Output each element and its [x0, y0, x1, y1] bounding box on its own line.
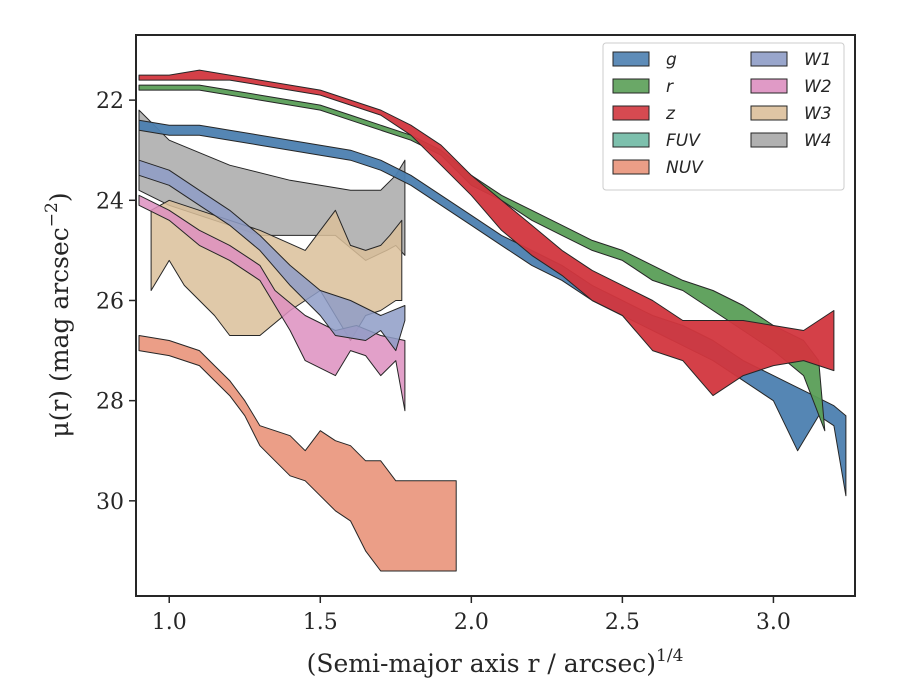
- x-axis-label: (Semi-major axis r / arcsec)1/4: [307, 646, 684, 678]
- series-layer: [138, 69, 847, 572]
- band-g: [138, 119, 847, 497]
- band-r: [138, 84, 826, 432]
- legend-label-r: r: [666, 77, 674, 97]
- legend-label-fuv: FUV: [666, 131, 701, 151]
- x-tick-label: 3.0: [756, 610, 791, 635]
- legend-label-w4: W4: [804, 131, 832, 151]
- legend-label-z: z: [665, 104, 676, 124]
- y-axis-label-close: ): [45, 192, 74, 202]
- y-tick-label: 26: [96, 289, 124, 314]
- x-axis: 1.0 1.5 2.0 2.5 3.0: [152, 596, 791, 635]
- x-tick-label: 2.0: [454, 610, 489, 635]
- band-w1: [138, 159, 406, 352]
- y-axis-label-text: μ(r) (mag arcsec: [45, 227, 74, 437]
- legend-swatch-w2: [750, 78, 788, 94]
- y-tick-label: 22: [96, 89, 124, 114]
- x-tick-label: 1.0: [152, 610, 187, 635]
- band-nuv: [138, 335, 457, 572]
- legend-swatch-g: [612, 51, 650, 67]
- legend-label-w3: W3: [804, 104, 832, 124]
- legend-swatch-r: [612, 78, 650, 94]
- legend-swatch-nuv: [612, 159, 650, 175]
- y-axis: 22 24 26 28 30: [96, 89, 136, 515]
- legend: grz FUV NUV W1 W2 W3 W4: [602, 42, 845, 191]
- legend-swatch-w1: [750, 51, 788, 67]
- legend-label-g: g: [666, 50, 677, 70]
- x-tick-label: 1.5: [303, 610, 338, 635]
- y-tick-label: 30: [96, 490, 124, 515]
- y-axis-label-superscript: −2: [42, 202, 62, 227]
- legend-swatch-z: [612, 105, 650, 121]
- x-tick-label: 2.5: [605, 610, 640, 635]
- band-w2: [138, 194, 406, 412]
- legend-swatch-fuv: [612, 132, 650, 148]
- legend-swatch-w4: [750, 132, 788, 148]
- legend-swatch-w3: [750, 105, 788, 121]
- y-tick-label: 24: [96, 189, 124, 214]
- legend-label-w1: W1: [804, 50, 832, 70]
- y-tick-label: 28: [96, 390, 124, 415]
- band-z: [138, 69, 835, 397]
- x-axis-label-text: (Semi-major axis r / arcsec): [307, 649, 656, 678]
- plot-frame: [135, 34, 856, 597]
- legend-label-nuv: NUV: [666, 158, 704, 178]
- y-axis-label: μ(r) (mag arcsec−2): [42, 192, 74, 437]
- x-axis-label-superscript: 1/4: [656, 646, 683, 666]
- legend-label-w2: W2: [804, 77, 832, 97]
